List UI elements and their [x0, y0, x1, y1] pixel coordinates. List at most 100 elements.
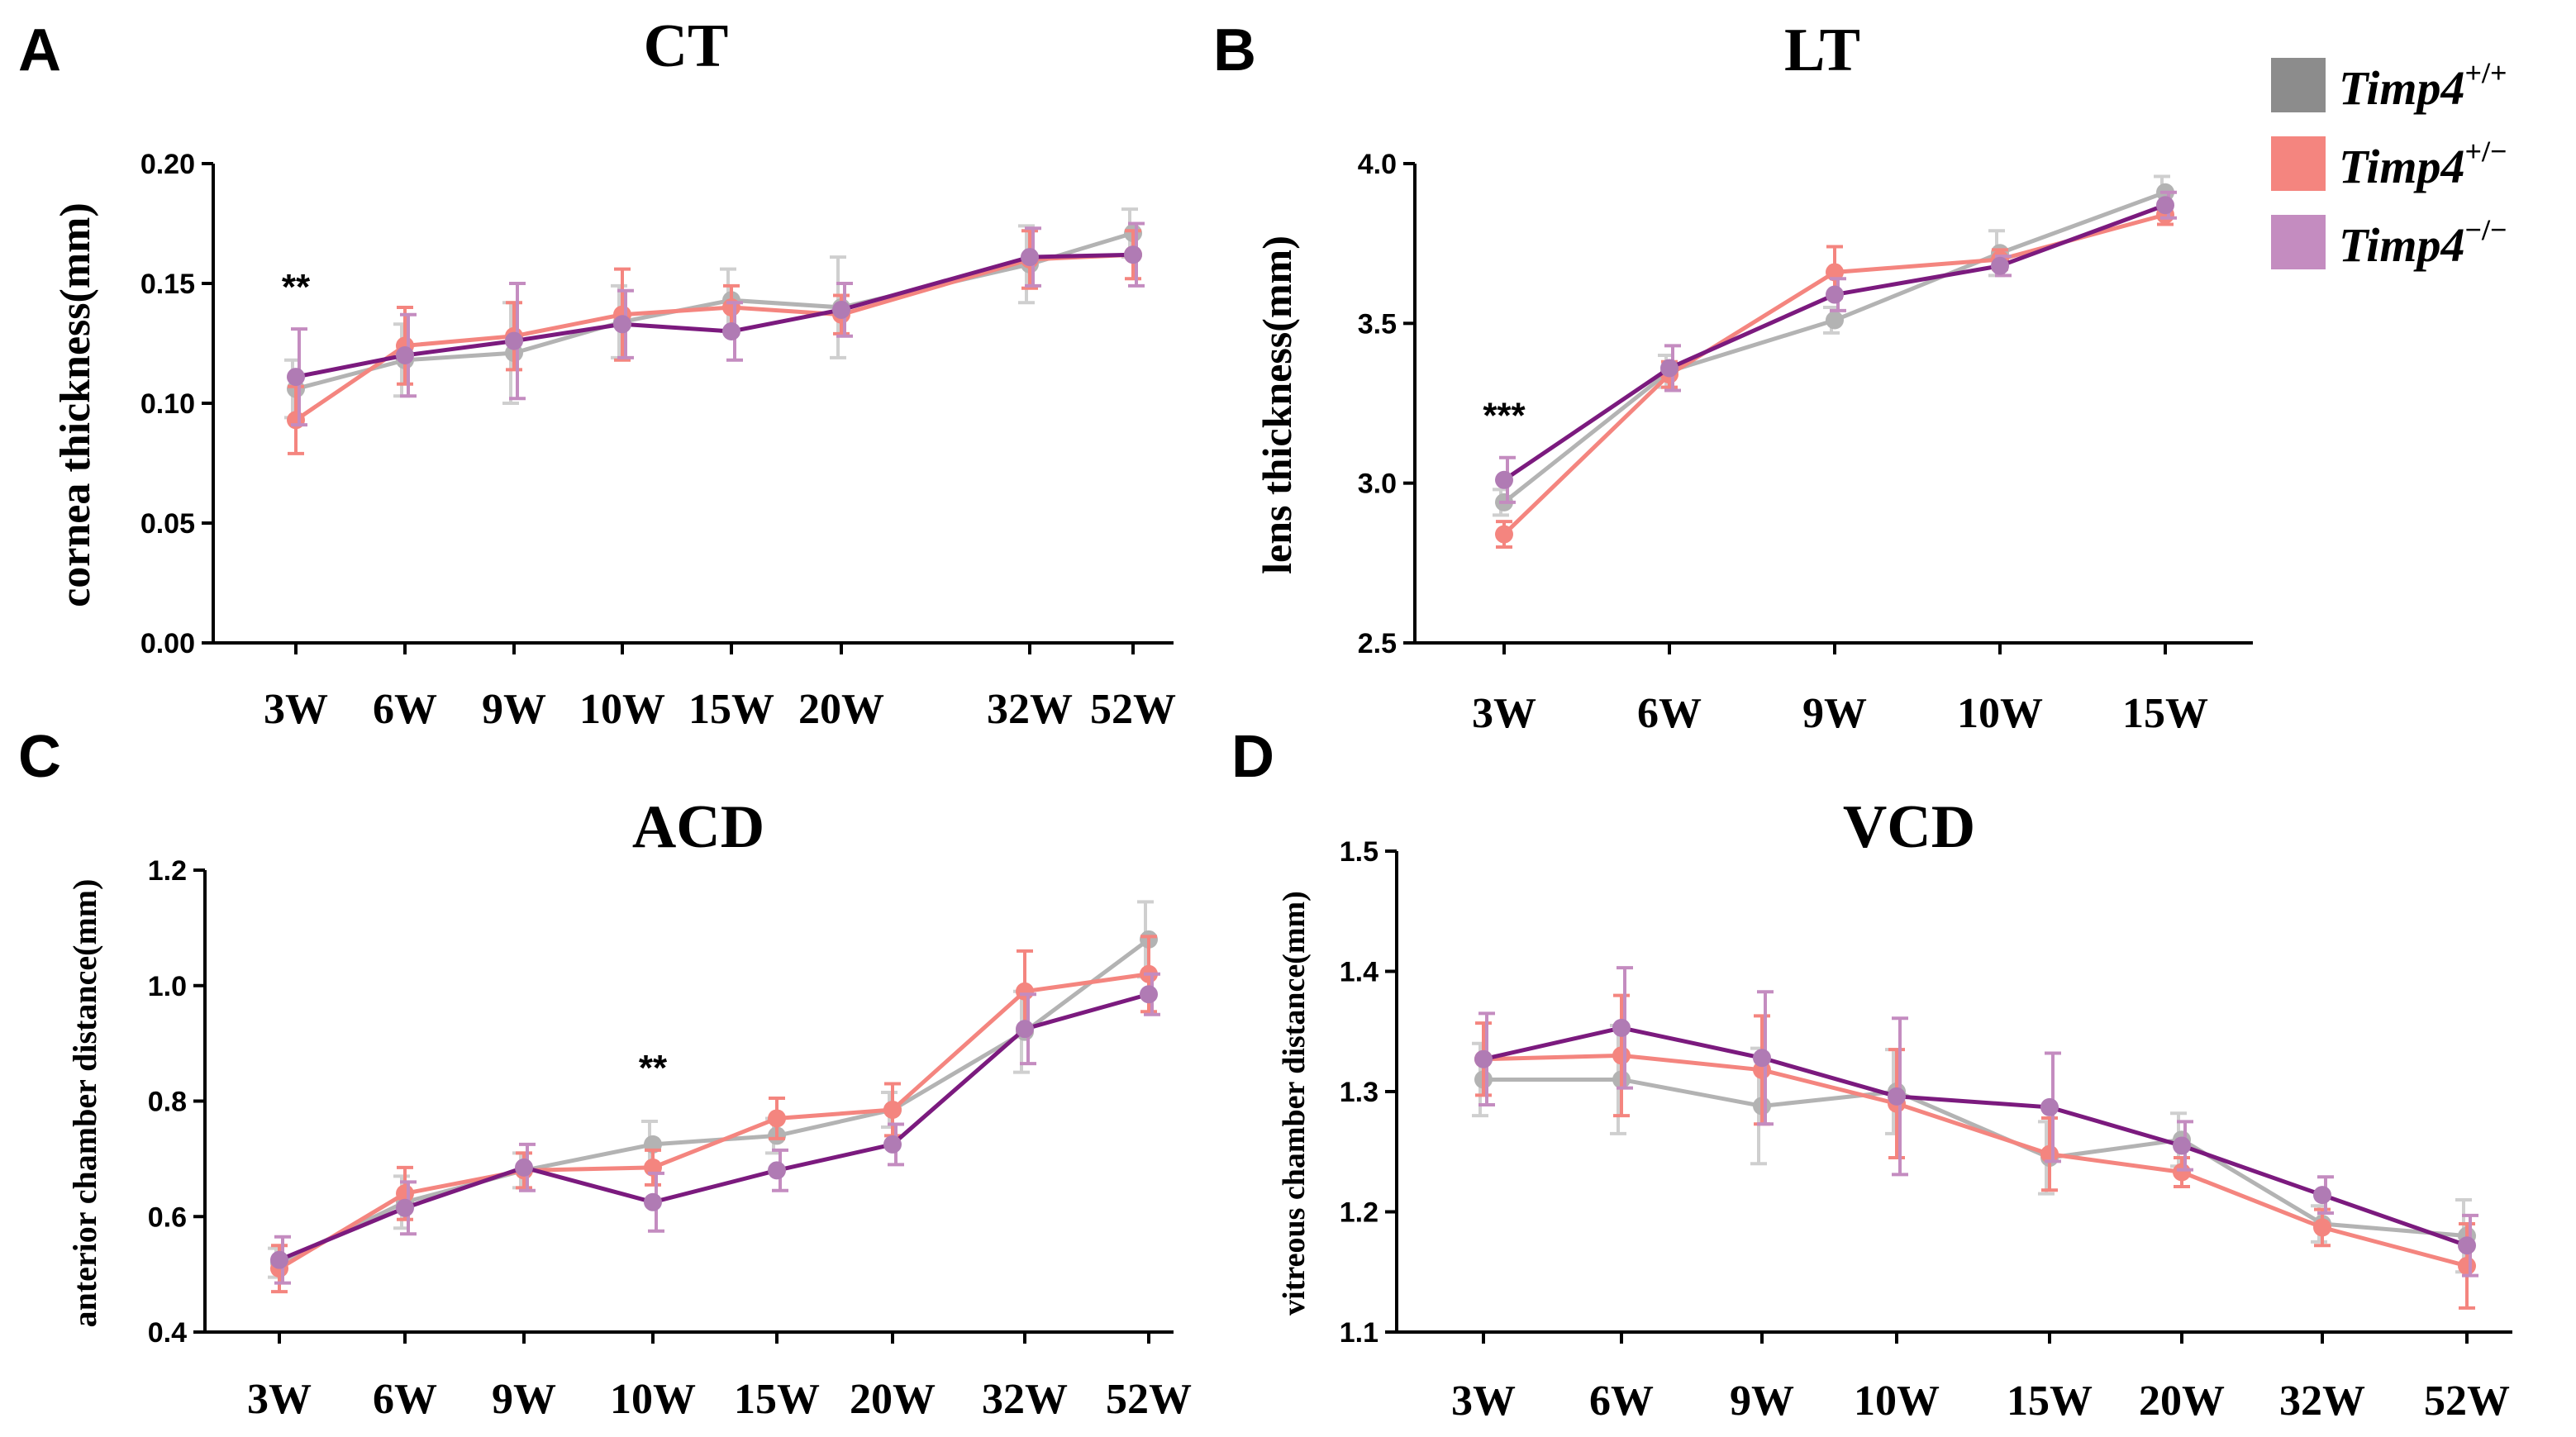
x-tick-label: 52W [1106, 1376, 1192, 1423]
chart-title: ACD [632, 793, 764, 861]
data-point [644, 1192, 662, 1211]
x-tick-label: 9W [492, 1376, 556, 1423]
y-tick-label: 3.0 [1358, 469, 1397, 500]
y-tick-label: 0.10 [140, 388, 195, 420]
x-tick-label: 9W [1802, 690, 1867, 737]
data-point [883, 1100, 902, 1119]
data-point [287, 368, 305, 387]
data-point [768, 1161, 786, 1180]
data-point [2313, 1218, 2331, 1237]
data-point [2458, 1256, 2476, 1275]
series-line [278, 937, 1150, 1265]
x-tick-label: 6W [373, 686, 437, 733]
legend-label: Timp4+/+ [2339, 56, 2507, 115]
panel-letter: A [18, 17, 61, 83]
data-point [1753, 1049, 1771, 1068]
series-3 [1474, 966, 2478, 1278]
x-tick-label: 32W [987, 686, 1073, 733]
y-tick-label: 2.5 [1358, 628, 1397, 659]
chart-title: CT [644, 12, 729, 80]
panel-letter: C [18, 724, 61, 790]
legend-swatch [2271, 215, 2326, 269]
panel-d: D VCD vitreous chamber distance(mm) 1.1 1.2 1… [1231, 724, 2512, 1425]
x-tick-label: 15W [2007, 1378, 2093, 1425]
y-tick-label: 3.5 [1358, 308, 1397, 340]
significance-marker: ** [639, 1048, 668, 1088]
data-point [1474, 1049, 1493, 1068]
legend-swatch [2271, 136, 2326, 191]
legend-superscript: +/+ [2465, 56, 2507, 89]
x-tick-label: 20W [798, 686, 884, 733]
data-point [2458, 1236, 2476, 1255]
data-point [1991, 256, 2009, 275]
data-point [2173, 1136, 2191, 1155]
series-3 [1495, 190, 2177, 504]
data-point [1612, 1046, 1631, 1065]
significance-marker: *** [1483, 396, 1526, 436]
legend-superscript: −/− [2465, 213, 2507, 246]
legend-swatch [2271, 58, 2326, 112]
x-tick-label: 3W [247, 1376, 312, 1423]
series-3 [287, 221, 1145, 427]
x-tick-label: 6W [1589, 1378, 1654, 1425]
series-line [279, 992, 1150, 1262]
y-tick-label: 1.2 [148, 855, 187, 887]
data-point [1826, 285, 1844, 304]
data-point [1660, 359, 1678, 378]
data-point [270, 1250, 288, 1269]
x-tick-label: 20W [850, 1376, 936, 1423]
series-line [278, 972, 1150, 1271]
data-point [1021, 248, 1039, 267]
data-point [883, 1135, 902, 1154]
y-tick-label: 0.15 [140, 269, 195, 300]
y-axis-label: lens thickness(mm) [1254, 236, 1300, 574]
y-tick-label: 0.00 [140, 628, 195, 659]
panel-letter: D [1231, 724, 1274, 790]
data-point [1016, 982, 1034, 1001]
y-axis-label: cornea thickness(mm) [52, 202, 99, 607]
y-tick-label: 4.0 [1358, 149, 1397, 180]
y-tick-label: 1.3 [1340, 1077, 1378, 1108]
x-tick-label: 9W [482, 686, 546, 733]
y-tick-label: 0.6 [148, 1201, 187, 1233]
series-line [1502, 190, 2166, 504]
x-tick-label: 52W [1090, 686, 1176, 733]
legend-label: Timp4+/− [2339, 135, 2507, 193]
legend: Timp4+/+ Timp4+/− Timp4−/− [2271, 56, 2507, 272]
data-point [1140, 985, 1158, 1004]
x-tick-label: 32W [2279, 1378, 2365, 1425]
series-line [294, 252, 1134, 422]
series-2 [1495, 203, 2174, 549]
panel-letter: B [1213, 17, 1256, 83]
data-point [1826, 311, 1844, 330]
series-line [295, 252, 1134, 379]
chart-title: LT [1784, 17, 1860, 84]
x-tick-label: 10W [579, 686, 665, 733]
data-point [722, 322, 740, 340]
x-tick-label: 15W [2122, 690, 2208, 737]
x-tick-label: 10W [1854, 1378, 1940, 1425]
series-line [295, 231, 1134, 392]
data-point [613, 315, 631, 334]
x-tick-label: 10W [610, 1376, 696, 1423]
series-1 [1493, 174, 2174, 517]
x-tick-label: 9W [1730, 1378, 1794, 1425]
data-point [1495, 470, 1513, 489]
data-point [1612, 1018, 1631, 1037]
x-tick-label: 15W [688, 686, 774, 733]
data-point [2156, 196, 2174, 215]
y-tick-label: 1.4 [1340, 957, 1378, 988]
x-tick-label: 3W [1472, 690, 1536, 737]
x-tick-label: 6W [1637, 690, 1702, 737]
data-point [2173, 1163, 2191, 1182]
x-tick-label: 10W [1957, 690, 2043, 737]
data-point [505, 331, 523, 350]
chart-title: VCD [1843, 793, 1975, 861]
data-point [1826, 263, 1844, 282]
y-tick-label: 1.2 [1340, 1197, 1378, 1229]
legend-label: Timp4−/− [2339, 213, 2507, 272]
series-2 [287, 229, 1142, 455]
data-point [1124, 245, 1142, 264]
data-point [396, 1198, 414, 1217]
x-tick-label: 52W [2424, 1378, 2510, 1425]
